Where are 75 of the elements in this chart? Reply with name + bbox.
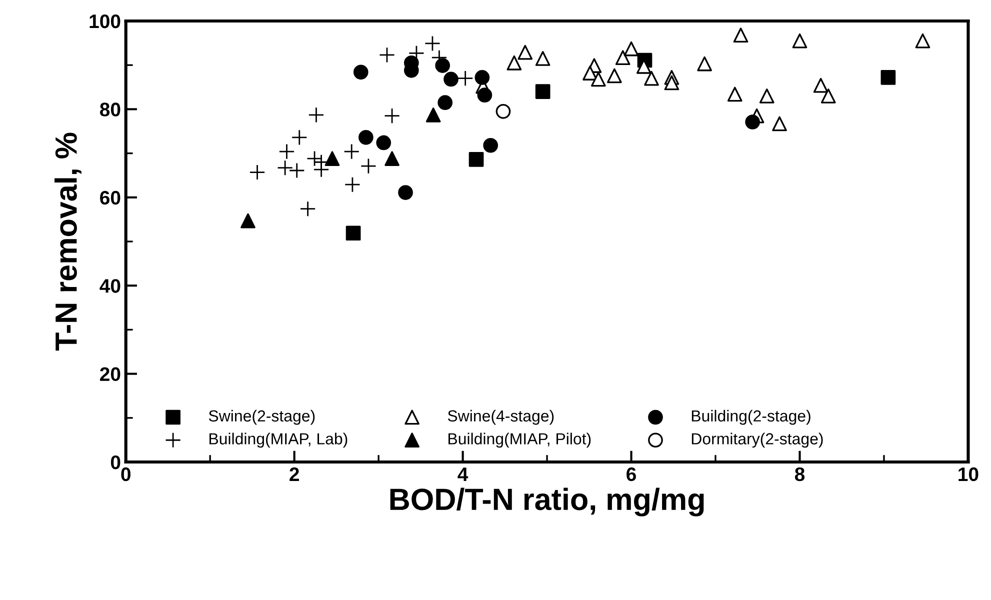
legend-label: Building(MIAP, Pilot) xyxy=(448,432,591,448)
point xyxy=(468,152,484,167)
point xyxy=(697,56,712,72)
y-tick-label: 20 xyxy=(100,367,120,382)
y-tick-label: 60 xyxy=(100,190,120,205)
point xyxy=(474,70,490,85)
point xyxy=(435,58,450,73)
point xyxy=(772,116,787,132)
point xyxy=(384,151,400,166)
x-tick-label: 8 xyxy=(794,467,805,482)
x-tick-label: 6 xyxy=(626,467,636,482)
legend-label: Swine(4-stage) xyxy=(448,410,554,425)
point xyxy=(496,104,511,119)
point xyxy=(288,162,305,178)
x-tick-label: 10 xyxy=(958,467,978,482)
point xyxy=(582,66,598,80)
point xyxy=(277,160,294,176)
y-tick-label: 100 xyxy=(90,14,120,28)
x-axis-title: BOD/T-N ratio, mg/mg xyxy=(390,488,704,516)
point xyxy=(278,144,295,160)
point xyxy=(745,114,760,130)
point xyxy=(240,213,256,228)
point xyxy=(733,28,748,43)
point xyxy=(324,151,340,166)
point xyxy=(483,138,498,153)
point xyxy=(615,50,630,66)
y-axis-title: T-N removal, % xyxy=(54,132,82,351)
point xyxy=(535,84,550,99)
point xyxy=(353,64,368,80)
y-tick-label: 0 xyxy=(110,455,120,470)
point xyxy=(506,55,522,70)
legend-label: Building(2-stage) xyxy=(692,410,810,425)
point xyxy=(444,72,458,87)
point xyxy=(344,144,360,160)
legend-label: Swine(2-stage) xyxy=(208,410,315,425)
point xyxy=(624,41,639,56)
x-tick-label: 2 xyxy=(290,467,299,481)
x-tick-label: 0 xyxy=(121,467,130,482)
point xyxy=(398,185,413,200)
x-tick-label: 4 xyxy=(458,468,468,481)
y-tick-label: 40 xyxy=(100,279,120,293)
point xyxy=(813,78,828,93)
point xyxy=(426,108,441,122)
point xyxy=(759,88,774,104)
point xyxy=(360,158,376,174)
point xyxy=(644,70,659,86)
point xyxy=(606,68,622,84)
point xyxy=(477,88,492,103)
point xyxy=(664,75,680,90)
point xyxy=(424,36,440,52)
y-tick-label: 80 xyxy=(100,102,120,116)
point xyxy=(820,88,836,104)
point xyxy=(358,130,374,145)
point xyxy=(300,200,316,217)
point xyxy=(346,226,361,241)
point xyxy=(344,176,360,193)
point xyxy=(249,164,266,180)
point xyxy=(792,33,808,48)
point xyxy=(376,135,392,150)
point xyxy=(384,108,400,124)
point xyxy=(727,86,742,102)
point xyxy=(457,70,474,86)
point xyxy=(438,95,453,110)
point xyxy=(535,51,550,66)
point xyxy=(379,46,395,63)
point xyxy=(915,33,930,48)
point xyxy=(518,44,533,60)
point xyxy=(590,72,606,87)
legend-label: Building(MIAP, Lab) xyxy=(210,432,348,448)
point xyxy=(308,106,324,123)
point xyxy=(306,150,323,167)
point xyxy=(313,162,330,178)
legend-label: Dormitary(2-stage) xyxy=(692,432,823,448)
point xyxy=(880,70,896,85)
point xyxy=(291,129,308,146)
